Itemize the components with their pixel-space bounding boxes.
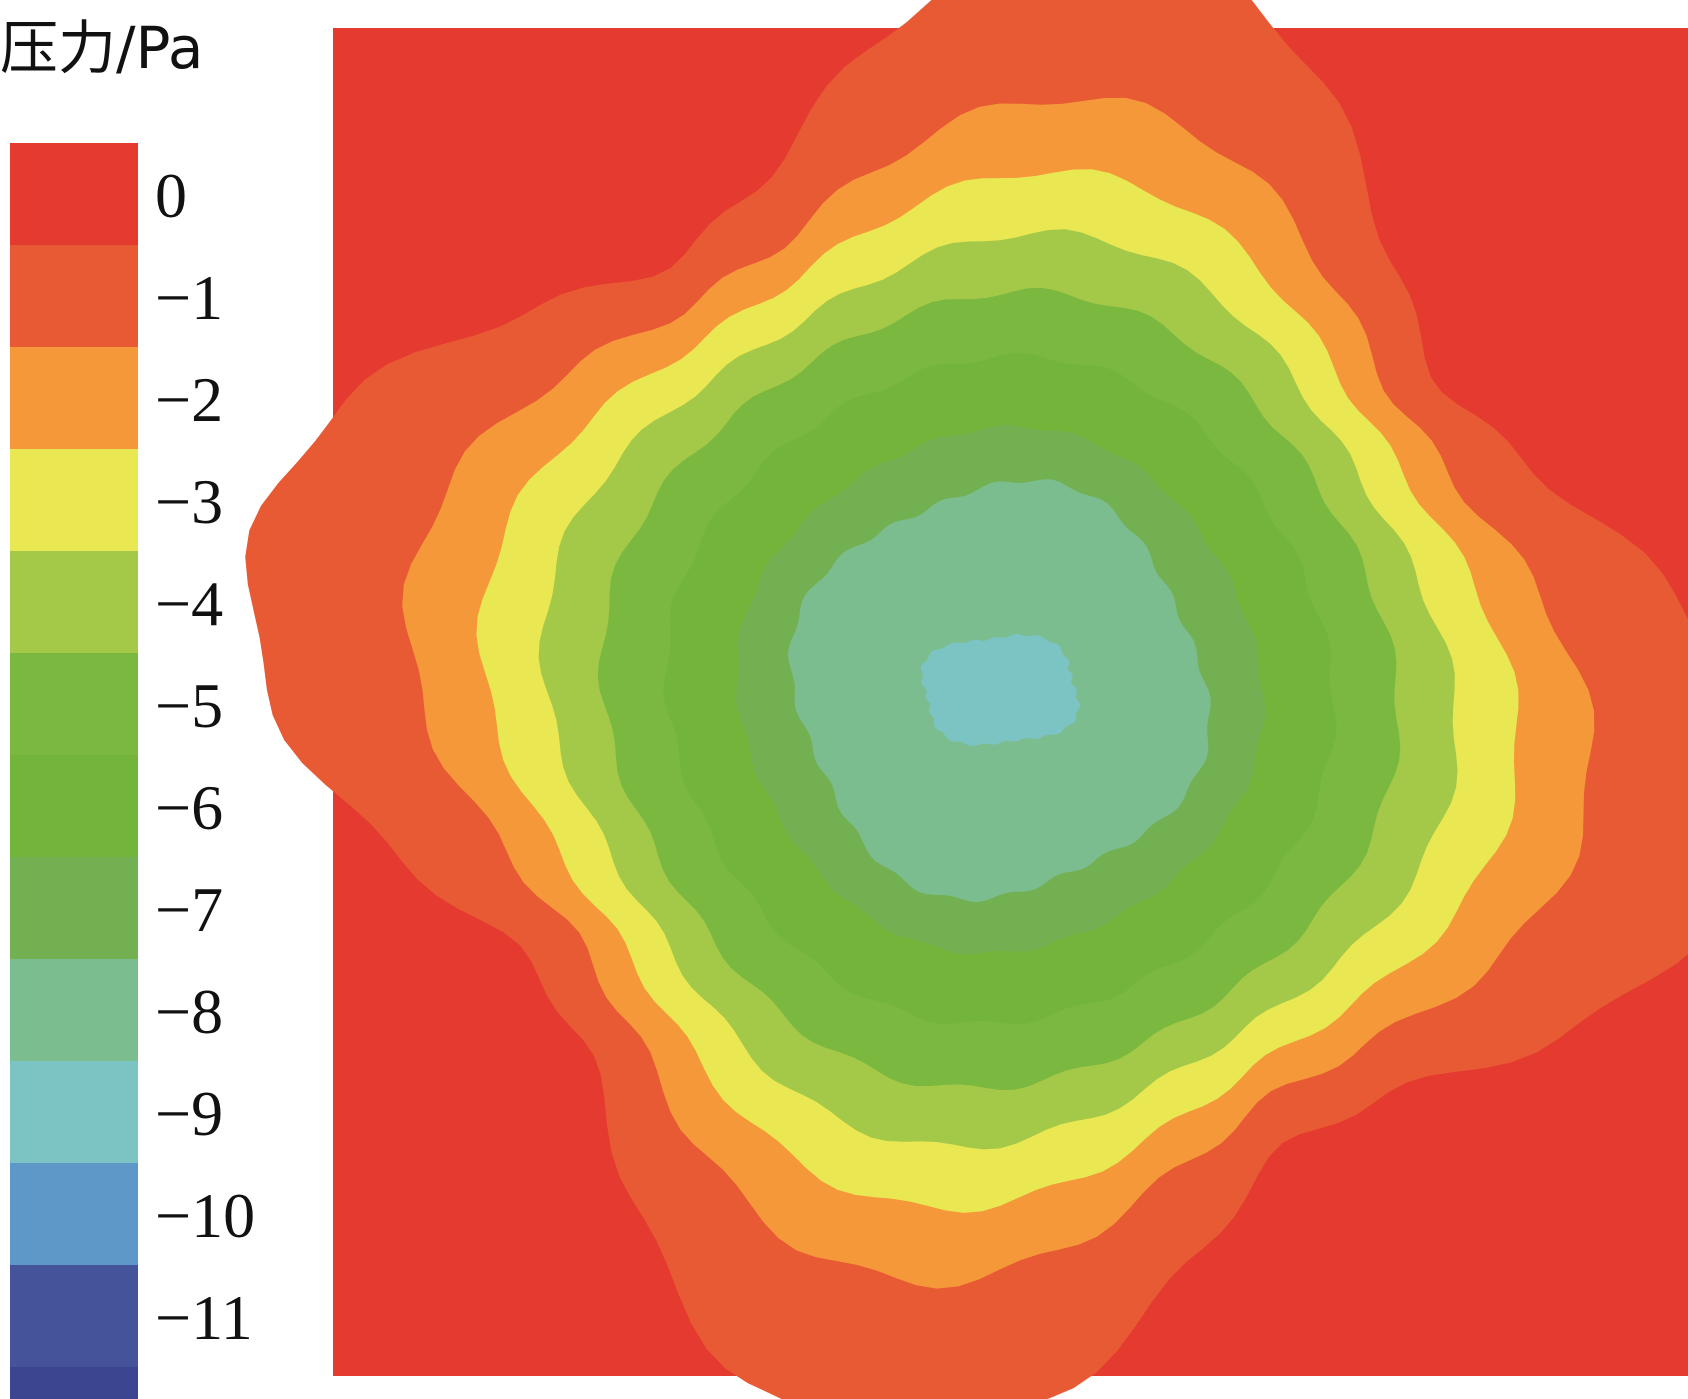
colorbar-band (10, 449, 138, 552)
colorbar-tick-label: −11 (155, 1282, 253, 1353)
colorbar-band (10, 1163, 138, 1266)
contour-band-level (920, 634, 1081, 746)
colorbar (10, 143, 138, 1399)
colorbar-band (10, 1367, 138, 1399)
colorbar-band (10, 857, 138, 960)
colorbar-band (10, 551, 138, 654)
colorbar-band (10, 1061, 138, 1164)
colorbar-tick-label: −7 (155, 874, 223, 945)
contour-bands (245, 0, 1688, 1399)
colorbar-tick-label: −4 (155, 568, 223, 639)
colorbar-band (10, 1265, 138, 1368)
colorbar-band (10, 959, 138, 1062)
colorbar-tick-label: −3 (155, 466, 223, 537)
colorbar-tick-label: −6 (155, 772, 223, 843)
colorbar-tick-label: −5 (155, 670, 223, 741)
contour-plot-area (245, 0, 1688, 1399)
colorbar-tick-label: −8 (155, 976, 223, 1047)
colorbar-tick-label: −10 (155, 1180, 255, 1251)
colorbar-ticks: 0 −1 −2 −3 −4 −5 −6 −7 −8 −9 −10 −11 (155, 160, 255, 1353)
colorbar-tick-label: −2 (155, 364, 223, 435)
colorbar-band (10, 755, 138, 858)
colorbar-band (10, 347, 138, 450)
colorbar-band (10, 245, 138, 348)
colorbar-tick-label: 0 (155, 160, 187, 231)
colorbar-tick-label: −9 (155, 1078, 223, 1149)
colorbar-tick-label: −1 (155, 262, 223, 333)
colorbar-band (10, 143, 138, 246)
colorbar-band (10, 653, 138, 756)
colorbar-title: 压力/Pa (0, 14, 203, 82)
